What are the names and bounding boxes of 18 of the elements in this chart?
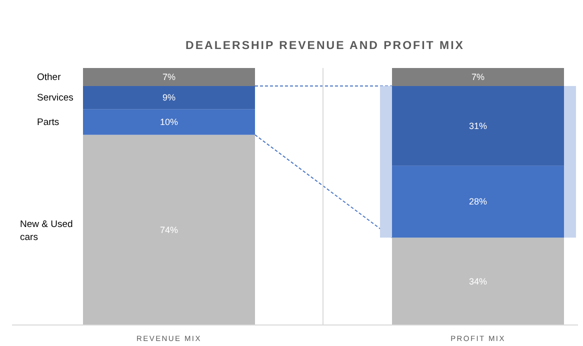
text: Other bbox=[37, 72, 61, 83]
chart-title: DEALERSHIP REVENUE AND PROFIT MIX bbox=[186, 40, 464, 52]
bar bbox=[83, 134, 255, 325]
data-label: 7% bbox=[162, 72, 176, 82]
data-label: 28% bbox=[468, 196, 488, 207]
data-label: 31% bbox=[468, 120, 488, 131]
data-label: 10% bbox=[160, 116, 178, 127]
data-label: 34% bbox=[468, 276, 488, 286]
series-label: Services bbox=[37, 92, 74, 104]
bar bbox=[83, 68, 255, 86]
data-label: 9% bbox=[162, 92, 176, 103]
bar bbox=[83, 86, 255, 110]
bar bbox=[392, 68, 564, 86]
series-label: New & Used cars bbox=[20, 218, 73, 243]
data-label: 74% bbox=[160, 224, 178, 235]
bar bbox=[83, 109, 255, 135]
text: Parts bbox=[37, 116, 60, 128]
data-label: 7% bbox=[471, 72, 485, 82]
